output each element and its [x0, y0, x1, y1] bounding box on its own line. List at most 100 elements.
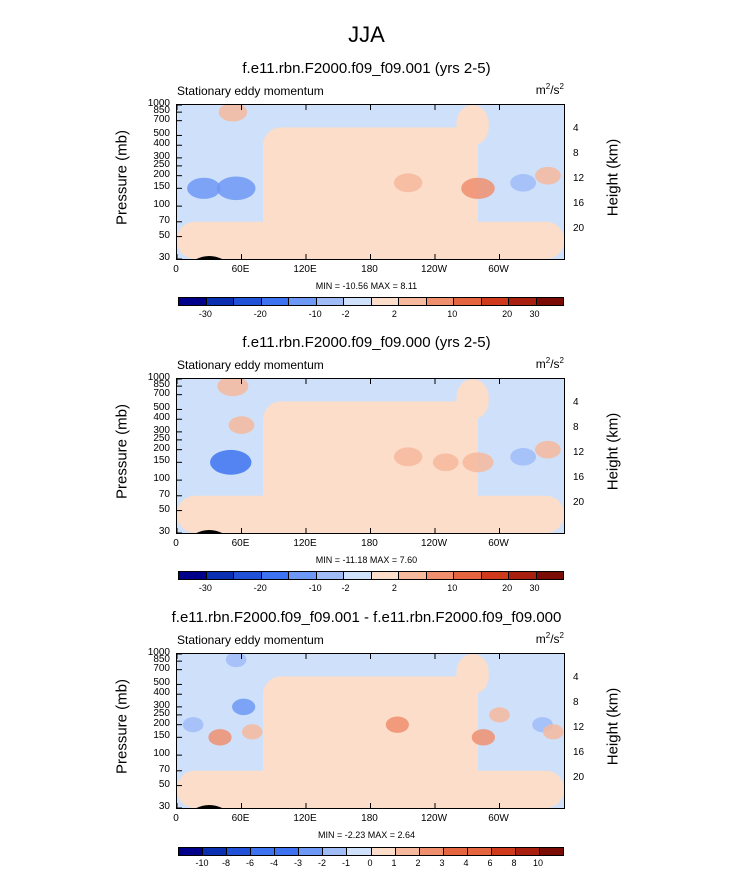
colorbar-label: -10 [195, 858, 209, 868]
y2-tick-label: 20 [573, 223, 585, 235]
colorbar-label: 10 [447, 583, 458, 593]
heatmap-plot [176, 378, 565, 534]
field-label: Stationary eddy momentum [177, 358, 324, 372]
colorbar-swatch [370, 298, 398, 305]
y-axis-label: Pressure (mb) [113, 678, 131, 775]
colorbar-label: 20 [502, 309, 513, 319]
y-tick-label: 150 [153, 455, 170, 467]
anomaly-contour [471, 729, 495, 746]
colorbar-label: 10 [447, 309, 458, 319]
figure-title: JJA [348, 22, 385, 47]
y-tick-label: 850 [153, 654, 170, 666]
y2-tick-label: 12 [573, 173, 585, 185]
y-tick-label: 1000 [147, 372, 170, 383]
units-label: m2/s2 [535, 82, 564, 97]
colorbar-swatch [370, 572, 398, 579]
y2-tick-label: 4 [573, 397, 579, 409]
colorbar-label: -10 [308, 309, 322, 319]
colorbar-label: 10 [532, 858, 543, 868]
y-tick-label: 200 [153, 717, 170, 729]
anomaly-contour [228, 416, 255, 434]
anomaly-contour [510, 448, 537, 466]
y-tick-label: 1000 [147, 98, 170, 109]
y-tick-label: 50 [158, 503, 170, 515]
colorbar-swatch [260, 298, 288, 305]
colorbar-swatch [226, 848, 251, 855]
colorbar-label: -2 [317, 858, 326, 868]
colorbar-swatch [425, 298, 453, 305]
y-tick-label: 50 [158, 778, 170, 790]
y-tick-label: 200 [153, 168, 170, 180]
colorbar [178, 571, 564, 580]
colorbar-swatch [466, 848, 491, 855]
colorbar-swatch [490, 848, 515, 855]
colorbar-swatch [398, 298, 426, 305]
colorbar-swatch [205, 298, 233, 305]
colorbar-label: 30 [529, 583, 540, 593]
panel-title: f.e11.rbn.F2000.f09_f09.001 - f.e11.rbn.… [171, 609, 562, 626]
colorbar-swatch [535, 298, 563, 305]
units-label: m2/s2 [535, 631, 564, 646]
colorbar-label: 3 [439, 858, 445, 868]
colorbar-label: -1 [341, 858, 350, 868]
y-tick-label: 850 [153, 379, 170, 391]
y-axis-label: Pressure (mb) [113, 129, 131, 226]
topography [196, 805, 223, 808]
anomaly-contour [216, 176, 256, 201]
y-tick-label: 700 [153, 113, 170, 125]
colorbar-swatch [260, 572, 288, 579]
anomaly-contour [542, 724, 564, 740]
colorbar-label: 6 [487, 858, 493, 868]
colorbar-swatch [418, 848, 443, 855]
y-tick-label: 1000 [147, 647, 170, 658]
colorbar-swatch [480, 572, 508, 579]
colorbar-swatch [394, 848, 419, 855]
anomaly-contour [208, 729, 232, 746]
positive-band [456, 105, 489, 146]
y-tick-label: 150 [153, 730, 170, 742]
heatmap-plot [176, 653, 565, 809]
min-max-stats: MIN = -11.18 MAX = 7.60 [315, 555, 418, 565]
colorbar-swatch [274, 848, 299, 855]
anomaly-contour [534, 440, 561, 459]
y2-tick-label: 16 [573, 198, 585, 210]
colorbar-swatch [508, 572, 536, 579]
field-label: Stationary eddy momentum [177, 84, 324, 98]
x-tick-label: 180 [361, 538, 378, 549]
y2-tick-label: 12 [573, 722, 585, 734]
anomaly-contour [461, 177, 495, 199]
y-tick-label: 100 [153, 199, 170, 211]
min-max-stats: MIN = -2.23 MAX = 2.64 [317, 830, 416, 840]
colorbar [178, 297, 564, 306]
x-tick-label: 60E [231, 264, 250, 275]
y-tick-label: 70 [158, 763, 170, 775]
x-tick-label: 180 [361, 264, 378, 275]
x-tick-label: 120W [420, 813, 448, 824]
colorbar-swatch [343, 572, 371, 579]
colorbar-swatch [398, 572, 426, 579]
y2-tick-label: 8 [573, 697, 579, 709]
colorbar-swatch [179, 572, 206, 579]
x-tick-label: 120W [420, 264, 448, 275]
colorbar-swatch [322, 848, 347, 855]
anomaly-contour [393, 173, 423, 193]
heatmap-svg [177, 379, 564, 533]
x-tick-label: 60E [231, 538, 250, 549]
anomaly-contour [432, 453, 459, 472]
y-tick-label: 700 [153, 387, 170, 399]
y-tick-label: 30 [158, 801, 170, 812]
colorbar-label: -30 [198, 583, 212, 593]
colorbar-swatch [233, 298, 261, 305]
min-max-stats: MIN = -10.56 MAX = 8.11 [315, 281, 418, 291]
colorbar-swatch [250, 848, 275, 855]
y-tick-label: 30 [158, 252, 170, 263]
positive-band [456, 379, 489, 420]
y-tick-label: 250 [153, 158, 170, 170]
heatmap-svg [177, 654, 564, 808]
x-tick-label: 60E [231, 813, 250, 824]
colorbar-label: 4 [463, 858, 469, 868]
y-tick-label: 250 [153, 707, 170, 719]
colorbar-label: -4 [269, 858, 278, 868]
heatmap-plot [176, 104, 565, 260]
y-tick-label: 50 [158, 229, 170, 241]
